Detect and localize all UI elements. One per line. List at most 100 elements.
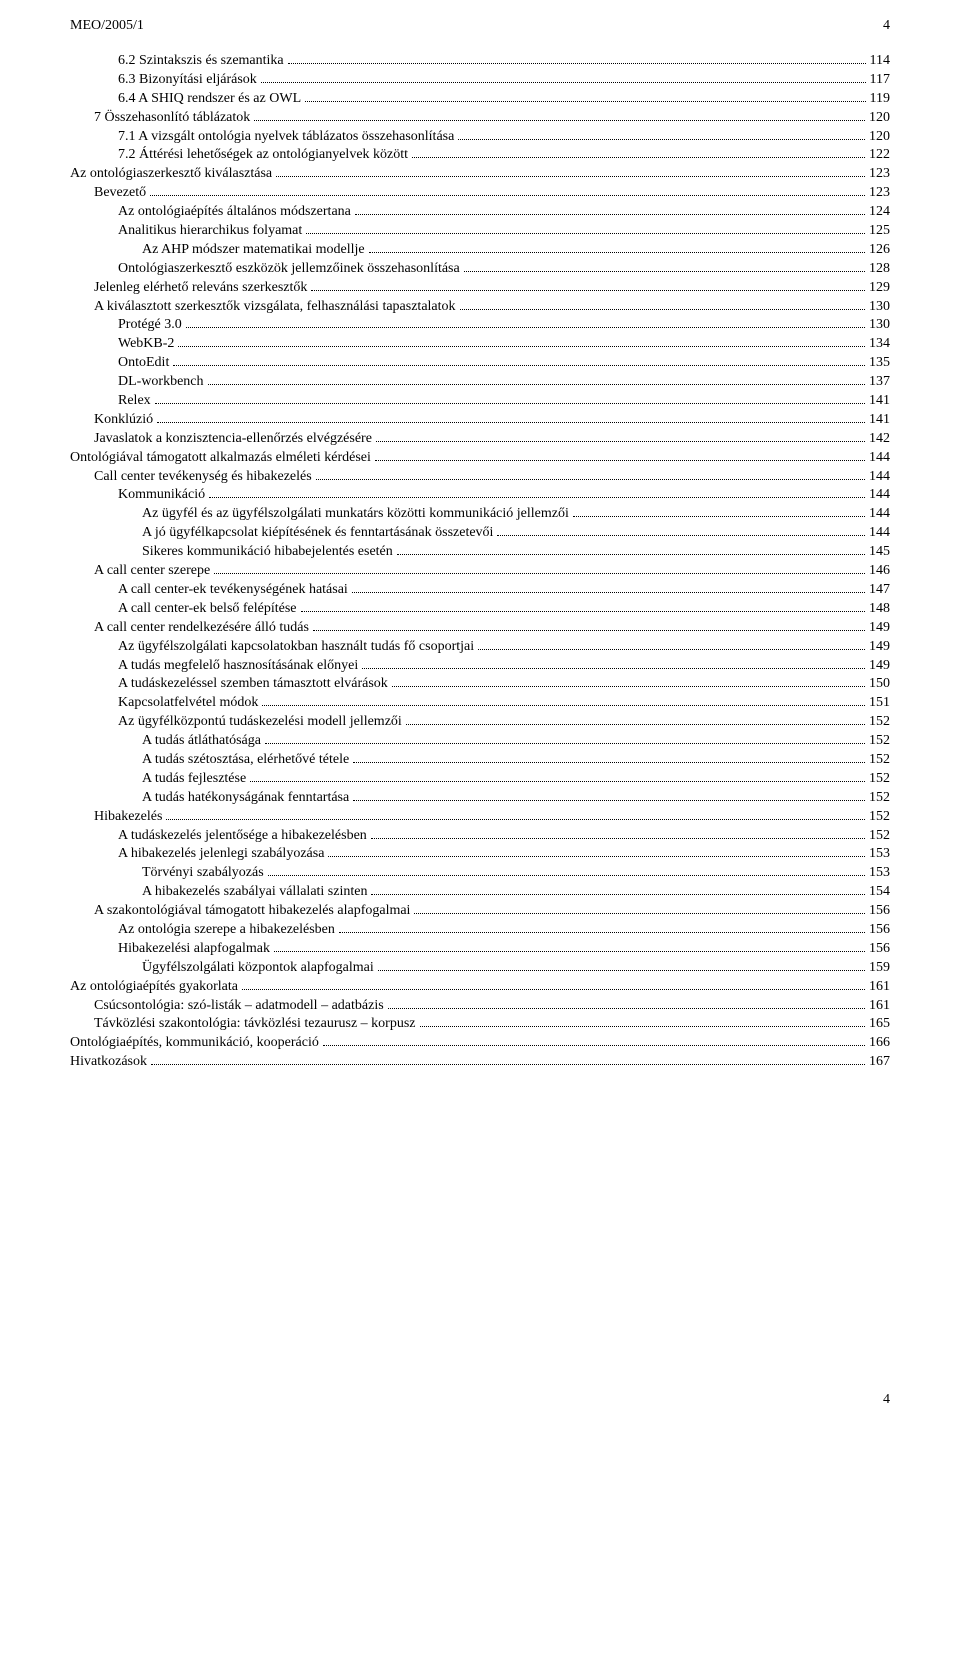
toc-entry-label: Az ontológiaépítés általános módszertana: [118, 203, 351, 222]
toc-entry: Konklúzió141: [70, 411, 890, 430]
toc-entry-page: 153: [869, 864, 890, 883]
toc-entry-label: Ontológiaépítés, kommunikáció, kooperáci…: [70, 1034, 319, 1053]
toc-entry-page: 130: [869, 298, 890, 317]
toc-leader-dots: [371, 894, 865, 895]
toc-entry-page: 119: [870, 90, 890, 109]
toc-entry-page: 149: [869, 619, 890, 638]
toc-leader-dots: [150, 195, 865, 196]
toc-entry: A szakontológiával támogatott hibakezelé…: [70, 902, 890, 921]
toc-entry: A tudás megfelelő hasznosításának előnye…: [70, 657, 890, 676]
toc-leader-dots: [376, 441, 865, 442]
toc-entry-page: 144: [869, 468, 890, 487]
header-right: 4: [883, 18, 890, 34]
toc-entry: 7.2 Áttérési lehetőségek az ontológianye…: [70, 146, 890, 165]
toc-leader-dots: [362, 668, 865, 669]
toc-leader-dots: [250, 781, 865, 782]
toc-entry-label: Az ügyfélközpontú tudáskezelési modell j…: [118, 713, 402, 732]
toc-entry: A hibakezelés szabályai vállalati szinte…: [70, 883, 890, 902]
toc-entry-label: 6.4 A SHIQ rendszer és az OWL: [118, 90, 301, 109]
toc-entry-page: 151: [869, 694, 890, 713]
toc-entry: 6.2 Szintakszis és szemantika114: [70, 52, 890, 71]
toc-leader-dots: [186, 327, 865, 328]
toc-leader-dots: [375, 460, 865, 461]
toc-leader-dots: [265, 743, 865, 744]
toc-entry-label: A tudás fejlesztése: [142, 770, 246, 789]
toc-entry-label: A tudás hatékonyságának fenntartása: [142, 789, 349, 808]
toc-entry-page: 120: [869, 128, 890, 147]
toc-entry: Bevezető123: [70, 184, 890, 203]
toc-leader-dots: [306, 233, 865, 234]
toc-entry-label: A hibakezelés jelenlegi szabályozása: [118, 845, 324, 864]
toc-entry-label: Törvényi szabályozás: [142, 864, 264, 883]
toc-entry: A kiválasztott szerkesztők vizsgálata, f…: [70, 298, 890, 317]
toc-entry-label: Ontológiával támogatott alkalmazás elmél…: [70, 449, 371, 468]
toc-entry: 6.4 A SHIQ rendszer és az OWL 119: [70, 90, 890, 109]
toc-leader-dots: [353, 800, 865, 801]
toc-entry-page: 148: [869, 600, 890, 619]
toc-entry: 7.1 A vizsgált ontológia nyelvek tábláza…: [70, 128, 890, 147]
toc-entry: Távközlési szakontológia: távközlési tez…: [70, 1015, 890, 1034]
toc-entry-page: 149: [869, 638, 890, 657]
toc-leader-dots: [173, 365, 865, 366]
toc-leader-dots: [406, 724, 865, 725]
toc-entry-label: A jó ügyfélkapcsolat kiépítésének és fen…: [142, 524, 493, 543]
toc-entry-label: A tudás átláthatósága: [142, 732, 261, 751]
toc-entry-label: A call center-ek belső felépítése: [118, 600, 297, 619]
toc-entry: Az ügyfélközpontú tudáskezelési modell j…: [70, 713, 890, 732]
toc-entry: Az AHP módszer matematikai modellje126: [70, 241, 890, 260]
toc-entry-label: Analitikus hierarchikus folyamat: [118, 222, 302, 241]
toc-entry-page: 129: [869, 279, 890, 298]
toc-entry-page: 124: [869, 203, 890, 222]
toc-leader-dots: [261, 82, 866, 83]
toc-entry-page: 149: [869, 657, 890, 676]
toc-entry-page: 144: [869, 524, 890, 543]
toc-entry-label: 6.3 Bizonyítási eljárások: [118, 71, 257, 90]
toc-leader-dots: [397, 554, 865, 555]
toc-entry: A jó ügyfélkapcsolat kiépítésének és fen…: [70, 524, 890, 543]
toc-entry: A tudás hatékonyságának fenntartása 152: [70, 789, 890, 808]
toc-entry-label: Kommunikáció: [118, 486, 205, 505]
toc-entry: Az ontológiaszerkesztő kiválasztása123: [70, 165, 890, 184]
toc-entry: Ontológiaépítés, kommunikáció, kooperáci…: [70, 1034, 890, 1053]
footer-page-number: 4: [70, 1392, 890, 1408]
toc-entry: Az ügyfélszolgálati kapcsolatokban haszn…: [70, 638, 890, 657]
toc-leader-dots: [353, 762, 865, 763]
toc-entry-label: Call center tevékenység és hibakezelés: [94, 468, 312, 487]
toc-leader-dots: [214, 573, 865, 574]
toc-entry-page: 152: [869, 789, 890, 808]
toc-leader-dots: [305, 101, 865, 102]
toc-leader-dots: [151, 1064, 865, 1065]
toc-leader-dots: [274, 951, 865, 952]
toc-entry: Kapcsolatfelvétel módok151: [70, 694, 890, 713]
toc-entry-label: DL-workbench: [118, 373, 204, 392]
toc-leader-dots: [328, 856, 865, 857]
toc-entry-page: 146: [869, 562, 890, 581]
toc-entry: A hibakezelés jelenlegi szabályozása153: [70, 845, 890, 864]
toc-leader-dots: [268, 875, 865, 876]
toc-entry-page: 122: [869, 146, 890, 165]
toc-entry-label: A tudás szétosztása, elérhetővé tétele: [142, 751, 349, 770]
toc-entry: Kommunikáció144: [70, 486, 890, 505]
toc-entry: Sikeres kommunikáció hibabejelentés eset…: [70, 543, 890, 562]
toc-entry-label: A call center szerepe: [94, 562, 210, 581]
toc-entry: Az ügyfél és az ügyfélszolgálati munkatá…: [70, 505, 890, 524]
toc-entry-page: 141: [869, 411, 890, 430]
toc-entry: 6.3 Bizonyítási eljárások117: [70, 71, 890, 90]
toc-leader-dots: [371, 838, 865, 839]
toc-entry-label: Távközlési szakontológia: távközlési tez…: [94, 1015, 416, 1034]
toc-entry-page: 145: [869, 543, 890, 562]
toc-leader-dots: [355, 214, 865, 215]
toc-leader-dots: [369, 252, 865, 253]
toc-leader-dots: [458, 139, 865, 140]
toc-entry-label: A szakontológiával támogatott hibakezelé…: [94, 902, 410, 921]
toc-leader-dots: [464, 271, 865, 272]
toc-entry-label: 6.2 Szintakszis és szemantika: [118, 52, 284, 71]
toc-entry-label: WebKB-2: [118, 335, 174, 354]
toc-entry-label: Protégé 3.0: [118, 316, 182, 335]
toc-entry: Ügyfélszolgálati központok alapfogalmai1…: [70, 959, 890, 978]
toc-entry-page: 152: [869, 751, 890, 770]
toc-leader-dots: [313, 630, 865, 631]
toc-leader-dots: [262, 705, 865, 706]
toc-entry: Analitikus hierarchikus folyamat125: [70, 222, 890, 241]
toc-leader-dots: [352, 592, 865, 593]
